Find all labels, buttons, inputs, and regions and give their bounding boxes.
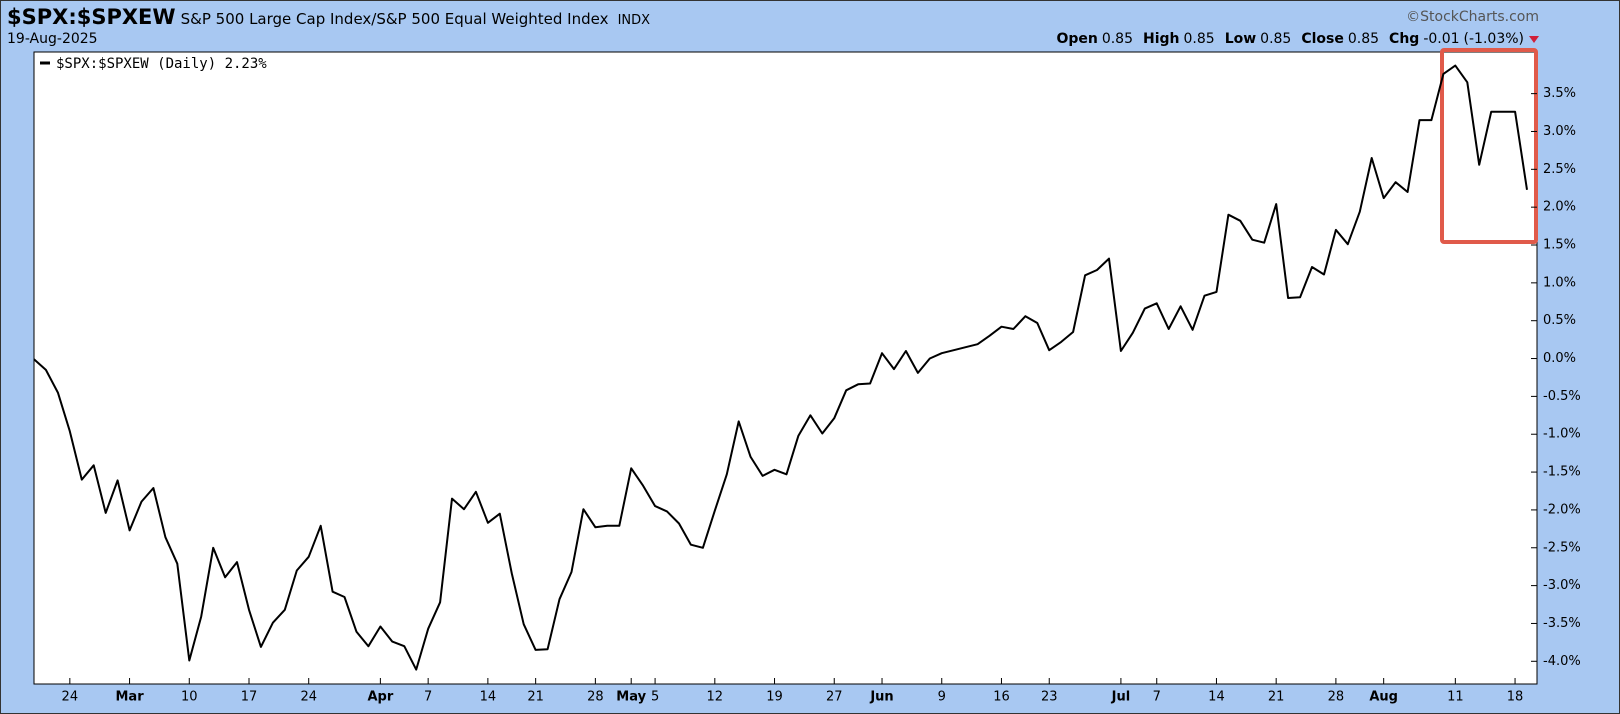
x-tick-label: 23 [1041, 690, 1058, 705]
quote-label: Low [1224, 31, 1257, 47]
x-tick-label: 11 [1447, 690, 1464, 705]
x-tick-label: 17 [241, 690, 258, 705]
quote-value: 0.85 [1183, 31, 1215, 47]
x-tick-label: Apr [367, 690, 393, 705]
x-tick-label: Mar [115, 690, 144, 705]
down-arrow [1529, 35, 1539, 43]
quote-value: -0.01 [1423, 31, 1460, 47]
x-tick-label: Aug [1369, 690, 1398, 705]
legend-label: $SPX:$SPXEW (Daily) 2.23% [56, 56, 267, 72]
chart-title: S&P 500 Large Cap Index/S&P 500 Equal We… [180, 10, 609, 28]
x-tick-label: 7 [1153, 690, 1161, 705]
source: ©StockCharts.com [1406, 9, 1539, 25]
exchange: INDX [617, 13, 651, 28]
y-tick-label: -2.0% [1543, 502, 1581, 517]
x-tick-label: Jun [869, 690, 893, 705]
x-tick-label: 24 [62, 690, 79, 705]
x-tick-label: 16 [993, 690, 1010, 705]
x-tick-label: 28 [587, 690, 604, 705]
y-tick-label: 0.5% [1543, 313, 1576, 328]
date: 19-Aug-2025 [7, 31, 98, 47]
x-tick-label: Jul [1111, 690, 1131, 705]
symbol: $SPX:$SPXEW [7, 5, 176, 29]
x-tick-label: 14 [1208, 690, 1225, 705]
y-tick-label: 0.0% [1543, 351, 1576, 366]
y-tick-label: -3.5% [1543, 616, 1581, 631]
y-tick-label: 3.5% [1543, 86, 1576, 101]
x-tick-label: 9 [938, 690, 946, 705]
y-tick-label: 3.0% [1543, 124, 1576, 139]
series-line [33, 64, 1528, 671]
header-line: $SPX:$SPXEW S&P 500 Large Cap Index/S&P … [7, 5, 650, 29]
y-tick-label: -2.5% [1543, 540, 1581, 555]
quote-value: 0.85 [1347, 31, 1380, 47]
y-tick-label: -1.0% [1543, 427, 1581, 442]
x-tick-label: 14 [480, 690, 497, 705]
x-tick-label: 19 [766, 690, 783, 705]
quote-label: Open [1056, 31, 1098, 47]
x-tick-label: 27 [826, 690, 843, 705]
quote-label: Chg [1389, 31, 1420, 47]
x-tick-label: 28 [1328, 690, 1345, 705]
x-tick-label: 24 [300, 690, 317, 705]
x-tick-label: 5 [651, 690, 659, 705]
y-tick-label: 1.0% [1543, 275, 1576, 290]
quote-label: High [1143, 31, 1180, 47]
quote-value: 0.85 [1101, 31, 1133, 47]
x-tick-label: 7 [424, 690, 432, 705]
x-tick-label: 21 [527, 690, 544, 705]
highlight-box [1440, 48, 1538, 244]
y-tick-label: -4.0% [1543, 654, 1581, 669]
change-pct: (-1.03%) [1463, 31, 1524, 47]
quote-value: 0.85 [1260, 31, 1292, 47]
y-tick-label: -0.5% [1543, 389, 1581, 404]
y-tick-label: -3.0% [1543, 578, 1581, 593]
quote-line: Open 0.85 High 0.85 Low 0.85 Close 0.85 Chg -0.01… [1046, 31, 1539, 47]
x-tick-label: 12 [707, 690, 724, 705]
y-tick-label: 2.5% [1543, 162, 1576, 177]
x-tick-label: May [616, 690, 646, 705]
x-tick-label: 18 [1507, 690, 1524, 705]
x-tick-label: 21 [1268, 690, 1285, 705]
x-tick-label: 10 [181, 690, 198, 705]
y-tick-label: 1.5% [1543, 238, 1576, 253]
y-tick-label: -1.5% [1543, 465, 1581, 480]
y-tick-label: 2.0% [1543, 200, 1576, 215]
plot-area [33, 51, 1538, 685]
quote-label: Close [1301, 31, 1344, 47]
